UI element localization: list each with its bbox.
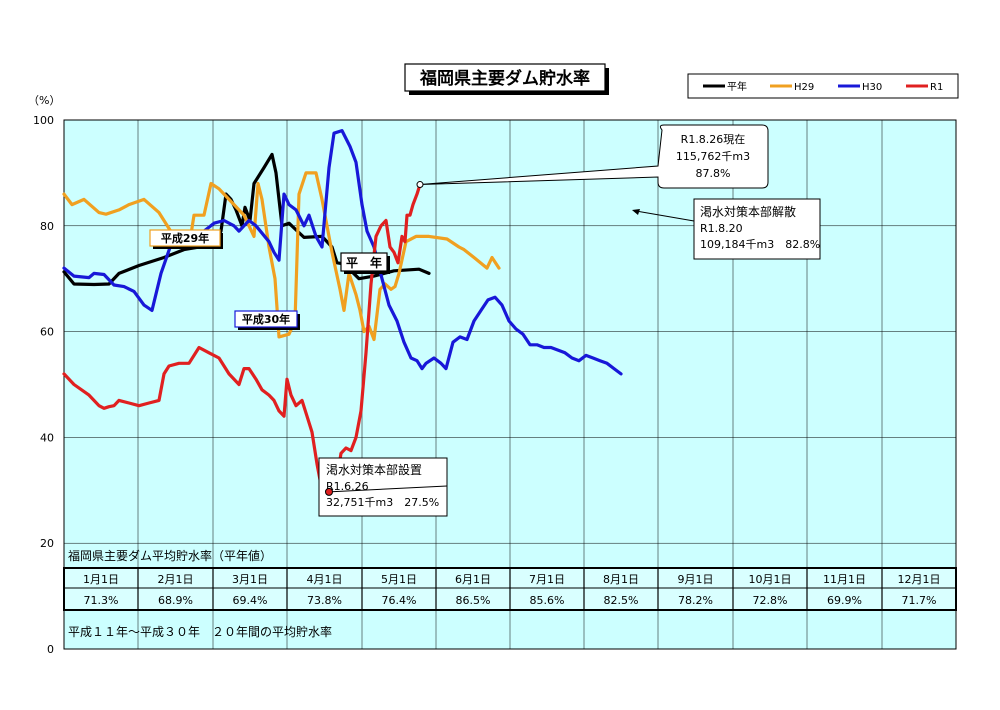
table-value: 76.4%: [382, 594, 417, 607]
table-value: 69.9%: [827, 594, 862, 607]
table-value: 71.7%: [902, 594, 937, 607]
table-month: 2月1日: [158, 573, 194, 586]
callout-current-text: 115,762千m3: [676, 150, 750, 163]
series-label-box: [149, 229, 221, 247]
table-month: 3月1日: [232, 573, 268, 586]
y-tick-label: 80: [40, 220, 54, 233]
table-value: 73.8%: [307, 594, 342, 607]
callout-current-box: [419, 124, 769, 189]
table-month: 12月1日: [898, 573, 941, 586]
callout-release-arrowhead: [632, 209, 640, 215]
table-value: 72.8%: [753, 594, 788, 607]
series-label-avg: 平 年: [346, 255, 382, 270]
legend-label-h29: H29: [794, 82, 814, 93]
legend-label-r1: R1: [930, 82, 943, 93]
callout-current-point: [416, 181, 424, 189]
chart-title: 福岡県主要ダム貯水率: [419, 68, 590, 89]
y-axis-unit: （%）: [28, 94, 60, 107]
title-box: [404, 63, 606, 92]
series-line-r1: [62, 182, 422, 508]
legend-label-avg: 平年: [727, 80, 747, 93]
callout-release-text: R1.8.20: [700, 222, 743, 235]
table-month: 8月1日: [603, 573, 639, 586]
table-value: 71.3%: [84, 594, 119, 607]
series-label-box: [234, 310, 298, 328]
annotations: R1.8.26現在 115,762千m3 87.8% 渇水対策本部解散 R1.8.20 1…: [318, 124, 821, 517]
table-month: 5月1日: [381, 573, 417, 586]
callout-setup-text: 32,751千m3 27.5%: [326, 496, 439, 509]
callout-release-text: 渇水対策本部解散: [700, 204, 796, 219]
average-table: 福岡県主要ダム平均貯水率（平年値） 1月1日 71.3% 2月1日 68.9% 3月1日…: [63, 548, 957, 639]
legend: 平年 H29 H30 R1: [703, 80, 943, 93]
table-month: 9月1日: [678, 573, 714, 586]
y-tick-label: 40: [40, 431, 54, 444]
table-value: 68.9%: [158, 594, 193, 607]
table-month: 1月1日: [83, 573, 119, 586]
callout-setup-point: [325, 487, 333, 496]
callout-setup-leader: [328, 485, 448, 493]
table-month: 11月1日: [823, 573, 866, 586]
callout-current-text: R1.8.26現在: [681, 133, 746, 146]
table-value: 85.6%: [530, 594, 565, 607]
table-note: 平成１１年～平成３０年 ２０年間の平均貯水率: [68, 624, 332, 639]
table-value: 78.2%: [678, 594, 713, 607]
series-label-h30: 平成30年: [242, 312, 290, 326]
series-line-avg: [62, 152, 431, 287]
y-tick-label: 0: [47, 643, 54, 656]
callout-setup-text: R1.6.26: [326, 480, 369, 493]
table-month: 10月1日: [749, 573, 792, 586]
legend-label-h30: H30: [862, 82, 882, 93]
callout-release-arrow: [635, 210, 695, 222]
y-axis: 0 20 40 60 80 100: [33, 114, 54, 656]
callout-release-box: [693, 198, 821, 260]
series-label-h29: 平成29年: [161, 231, 209, 245]
legend-box: [687, 73, 959, 99]
callout-current-text: 87.8%: [696, 167, 731, 180]
table-value: 86.5%: [456, 594, 491, 607]
y-tick-label: 20: [40, 537, 54, 550]
callout-release-text: 109,184千m3 82.8%: [700, 238, 820, 251]
table-value: 82.5%: [604, 594, 639, 607]
table-value: 69.4%: [233, 594, 268, 607]
table-title: 福岡県主要ダム平均貯水率（平年値）: [68, 548, 272, 563]
series-label-box: [340, 252, 388, 272]
y-tick-label: 100: [33, 114, 54, 127]
table-month: 6月1日: [455, 573, 491, 586]
table-month: 4月1日: [307, 573, 343, 586]
callout-setup-text: 渇水対策本部設置: [326, 462, 422, 477]
y-tick-label: 60: [40, 326, 54, 339]
table-month: 7月1日: [529, 573, 565, 586]
